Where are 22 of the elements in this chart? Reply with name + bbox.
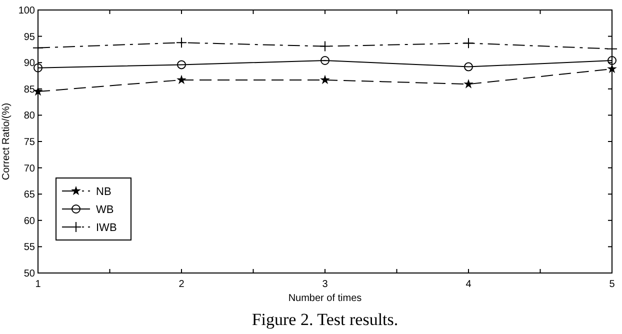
y-tick-label: 60 — [24, 216, 36, 227]
legend-label: WB — [96, 204, 114, 216]
y-tick-label: 70 — [24, 163, 36, 174]
caption: Figure 2. Test results. — [252, 310, 398, 329]
x-axis-title: Number of times — [288, 293, 362, 304]
y-tick-label: 65 — [24, 190, 36, 201]
y-tick-label: 100 — [18, 6, 36, 16]
legend-label: IWB — [96, 222, 117, 234]
y-tick-label: 80 — [24, 110, 36, 122]
y-tick-label: 90 — [24, 58, 36, 70]
legend-label: NB — [96, 186, 112, 198]
x-tick-label: 5 — [609, 279, 616, 290]
y-axis-title: Correct Ratio/(%) — [1, 102, 12, 180]
y-tick-label: 75 — [24, 137, 36, 148]
y-tick-label: 50 — [24, 268, 36, 280]
y-tick-label: 85 — [24, 84, 36, 96]
x-tick-label: 2 — [178, 279, 185, 290]
y-tick-label: 95 — [24, 32, 36, 43]
x-tick-label: 3 — [322, 279, 328, 290]
y-tick-label: 55 — [24, 242, 36, 254]
x-tick-label: 1 — [35, 279, 42, 290]
x-tick-label: 4 — [466, 279, 472, 290]
